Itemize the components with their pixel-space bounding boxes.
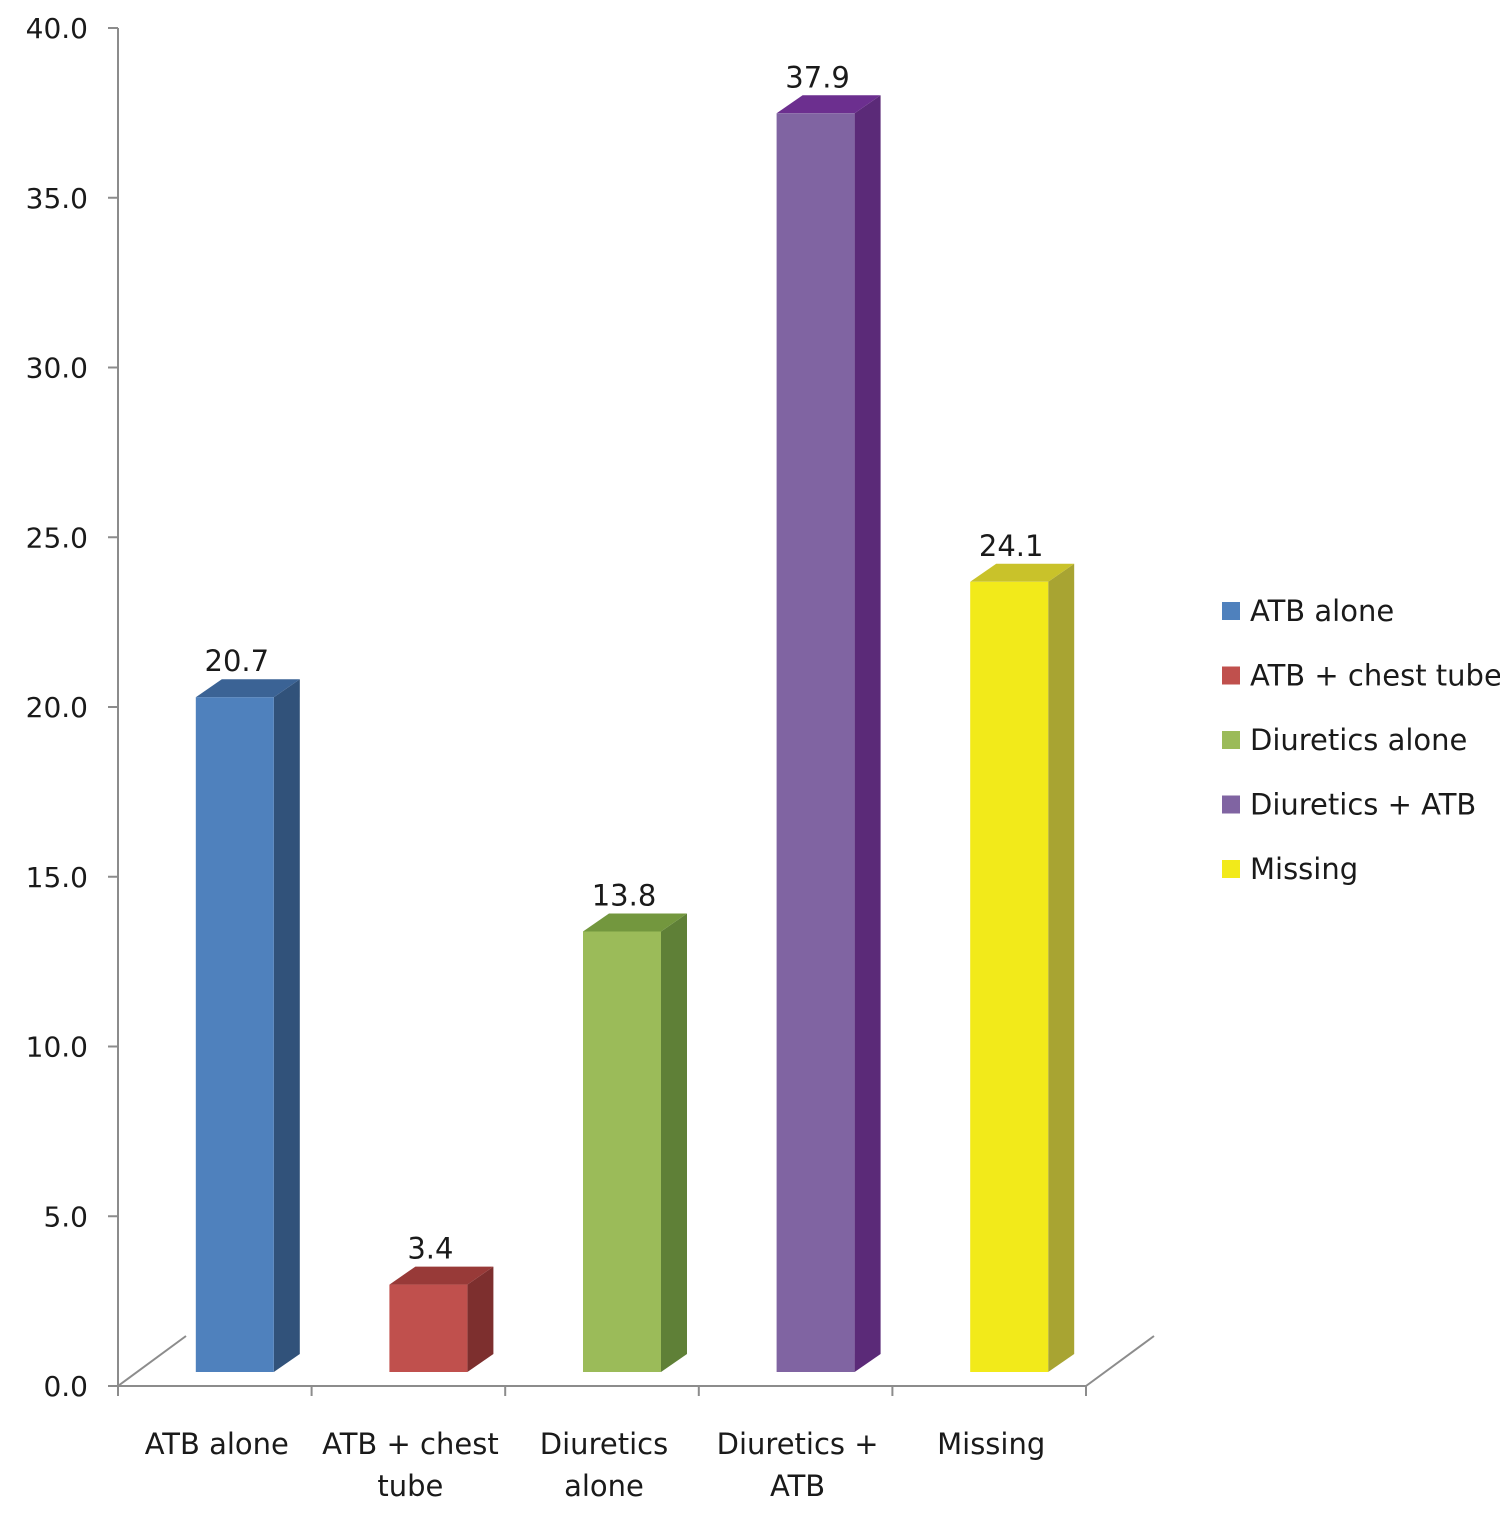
y-tick-label: 10.0 xyxy=(26,1031,88,1064)
bar-diuretics-alone xyxy=(583,913,687,1372)
data-label: 13.8 xyxy=(592,878,657,912)
bar-front xyxy=(389,1284,468,1372)
bar-side xyxy=(467,1266,494,1372)
bar-side xyxy=(1048,563,1075,1372)
legend-label: Missing xyxy=(1250,852,1358,886)
y-tick-label: 15.0 xyxy=(26,861,88,894)
legend-swatch xyxy=(1222,860,1240,878)
legend-item: ATB alone xyxy=(1222,594,1394,628)
y-tick-label: 20.0 xyxy=(26,691,88,724)
legend-item: Diuretics alone xyxy=(1222,723,1467,757)
bar-top xyxy=(195,679,300,698)
data-label: 24.1 xyxy=(979,529,1044,563)
y-tick-label: 5.0 xyxy=(43,1200,88,1233)
x-tick-label: Diuretics + xyxy=(717,1427,879,1461)
bars xyxy=(195,95,1075,1372)
legend-swatch xyxy=(1222,795,1240,814)
legend-swatch xyxy=(1222,666,1240,685)
bar-atb-chest-tube xyxy=(389,1266,494,1372)
x-tick-label: Diuretics xyxy=(540,1427,668,1461)
bar-top xyxy=(776,95,881,114)
x-tick-label: ATB alone xyxy=(145,1427,289,1461)
bar-top xyxy=(583,913,687,932)
data-label: 37.9 xyxy=(785,60,850,94)
legend-label: ATB + chest tube xyxy=(1250,659,1500,693)
legend-item: Diuretics + ATB xyxy=(1222,788,1476,822)
legend-item: ATB + chest tube xyxy=(1222,659,1500,693)
bar-side xyxy=(661,913,687,1372)
bar-side xyxy=(273,679,300,1372)
y-tick-label: 35.0 xyxy=(26,182,88,215)
legend-label: Diuretics + ATB xyxy=(1250,788,1476,822)
bar-front xyxy=(970,581,1049,1372)
x-tick-label: tube xyxy=(377,1469,443,1503)
legend-item: Missing xyxy=(1222,852,1358,886)
x-tick-label: ATB + chest xyxy=(322,1427,499,1461)
legend-label: ATB alone xyxy=(1250,594,1394,628)
bar-front xyxy=(195,697,274,1372)
y-tick-label: 25.0 xyxy=(26,521,88,554)
bar-front xyxy=(583,931,661,1372)
bar-top xyxy=(389,1266,494,1285)
legend-label: Diuretics alone xyxy=(1250,723,1467,757)
bar-missing xyxy=(970,563,1075,1372)
data-label: 3.4 xyxy=(407,1232,453,1266)
x-tick-label: Missing xyxy=(937,1427,1045,1461)
floor-edge-left xyxy=(117,1335,187,1387)
bar-atb-alone xyxy=(195,679,300,1372)
y-tick-label: 40.0 xyxy=(26,12,88,45)
floor-edge-right xyxy=(1085,1335,1155,1387)
x-tick-label: alone xyxy=(564,1469,644,1503)
bar-top xyxy=(970,563,1075,582)
bar-diuretics-atb xyxy=(776,95,881,1372)
bar-side xyxy=(854,95,881,1372)
legend: ATB alone ATB + chest tube Diuretics alone… xyxy=(1222,594,1500,886)
x-tick-label: ATB xyxy=(770,1469,825,1503)
legend-swatch xyxy=(1222,731,1240,749)
legend-swatch xyxy=(1222,602,1240,620)
y-tick-label: 30.0 xyxy=(26,352,88,385)
bar-front xyxy=(776,113,855,1372)
data-label: 20.7 xyxy=(205,644,270,678)
value-labels: 20.7 3.4 13.8 37.9 24.1 xyxy=(205,60,1044,1265)
axes: 0.0 5.0 10.0 15.0 20.0 25.0 30.0 35.0 40.0 ATB al… xyxy=(26,12,1155,1503)
y-tick-label: 0.0 xyxy=(43,1370,88,1403)
